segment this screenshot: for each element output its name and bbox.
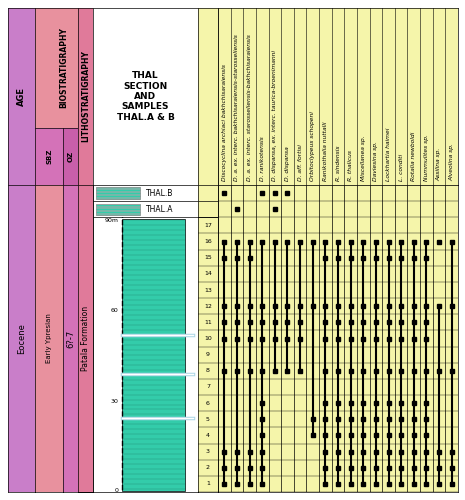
Text: Discocyclina archiaci bakhchisaraiensis: Discocyclina archiaci bakhchisaraiensis [222, 64, 227, 182]
Text: 13: 13 [204, 288, 212, 292]
Text: R. sindensis: R. sindensis [336, 146, 340, 182]
Text: THAL
SECTION
AND
SAMPLES
THAL.A & B: THAL SECTION AND SAMPLES THAL.A & B [117, 71, 174, 122]
Text: Patala Formation: Patala Formation [81, 306, 90, 371]
Text: Orbitoclypeus schopeni: Orbitoclypeus schopeni [310, 112, 315, 182]
Text: 0: 0 [114, 488, 118, 493]
Text: THAL.A: THAL.A [146, 204, 173, 214]
Text: AGE: AGE [17, 87, 26, 106]
Text: 9: 9 [206, 352, 210, 357]
Text: 12: 12 [204, 304, 212, 308]
Text: 4: 4 [206, 433, 210, 438]
Text: Early Ypresian: Early Ypresian [46, 314, 52, 364]
Text: THAL.B: THAL.B [146, 188, 173, 198]
Text: D. a. ex. interc. starosseliensis-bakhchisaraiensis: D. a. ex. interc. starosseliensis-bakhch… [247, 34, 252, 182]
Text: D. dispansa: D. dispansa [285, 146, 290, 182]
Text: Patala Formation: Patala Formation [81, 306, 90, 371]
Text: SBZ: SBZ [46, 149, 52, 164]
Text: 14: 14 [204, 272, 212, 276]
Text: OZ: OZ [67, 151, 73, 162]
Text: L. conditi: L. conditi [399, 154, 404, 182]
Text: BIOSTRATIGRAPHY: BIOSTRATIGRAPHY [60, 28, 68, 108]
Text: 3: 3 [206, 449, 210, 454]
Text: Alveolina sp.: Alveolina sp. [449, 144, 454, 182]
Text: 60: 60 [111, 308, 118, 313]
Text: 2?-3: 2?-3 [81, 330, 90, 347]
Text: D. ranikotensis: D. ranikotensis [260, 136, 265, 182]
Text: 30: 30 [110, 399, 118, 404]
Text: 90m: 90m [104, 218, 118, 222]
Text: 6?-7: 6?-7 [66, 330, 75, 347]
Text: R. thalicus: R. thalicus [348, 150, 353, 182]
Text: Rotalia newboldi: Rotalia newboldi [411, 132, 416, 182]
Text: D. aff. fortisi: D. aff. fortisi [298, 144, 303, 182]
Text: 1: 1 [206, 482, 210, 486]
Text: Ranikothalia nuttalli: Ranikothalia nuttalli [323, 122, 328, 182]
Text: 16: 16 [204, 239, 212, 244]
Bar [96, 188, 140, 198]
Text: Assilina sp.: Assilina sp. [437, 148, 442, 182]
Text: D. dispansa, ex. interc. taurica-broenimanni: D. dispansa, ex. interc. taurica-broenim… [272, 50, 277, 182]
Bar [96, 204, 140, 215]
Text: 8: 8 [206, 368, 210, 374]
Text: D. a. ex. interc. bakhchisaraiensis-starosseliensis: D. a. ex. interc. bakhchisaraiensis-star… [234, 34, 239, 182]
Text: Miscellanea sp.: Miscellanea sp. [361, 136, 366, 182]
Text: LITHOSTRATIGRAPHY: LITHOSTRATIGRAPHY [81, 50, 90, 142]
Text: 11: 11 [204, 320, 212, 325]
Text: Daviesina sp.: Daviesina sp. [373, 142, 379, 182]
Text: Lockhartia haimei: Lockhartia haimei [386, 128, 391, 182]
Text: 17: 17 [204, 223, 212, 228]
Text: Nummulites sp.: Nummulites sp. [424, 134, 429, 182]
Text: 2: 2 [206, 466, 210, 470]
Text: Eocene: Eocene [17, 323, 26, 354]
Bar [122, 218, 186, 490]
Text: 7: 7 [206, 384, 210, 390]
Text: 5: 5 [206, 417, 210, 422]
Text: 10: 10 [204, 336, 212, 341]
Text: 15: 15 [204, 255, 212, 260]
Text: 6: 6 [206, 400, 210, 406]
